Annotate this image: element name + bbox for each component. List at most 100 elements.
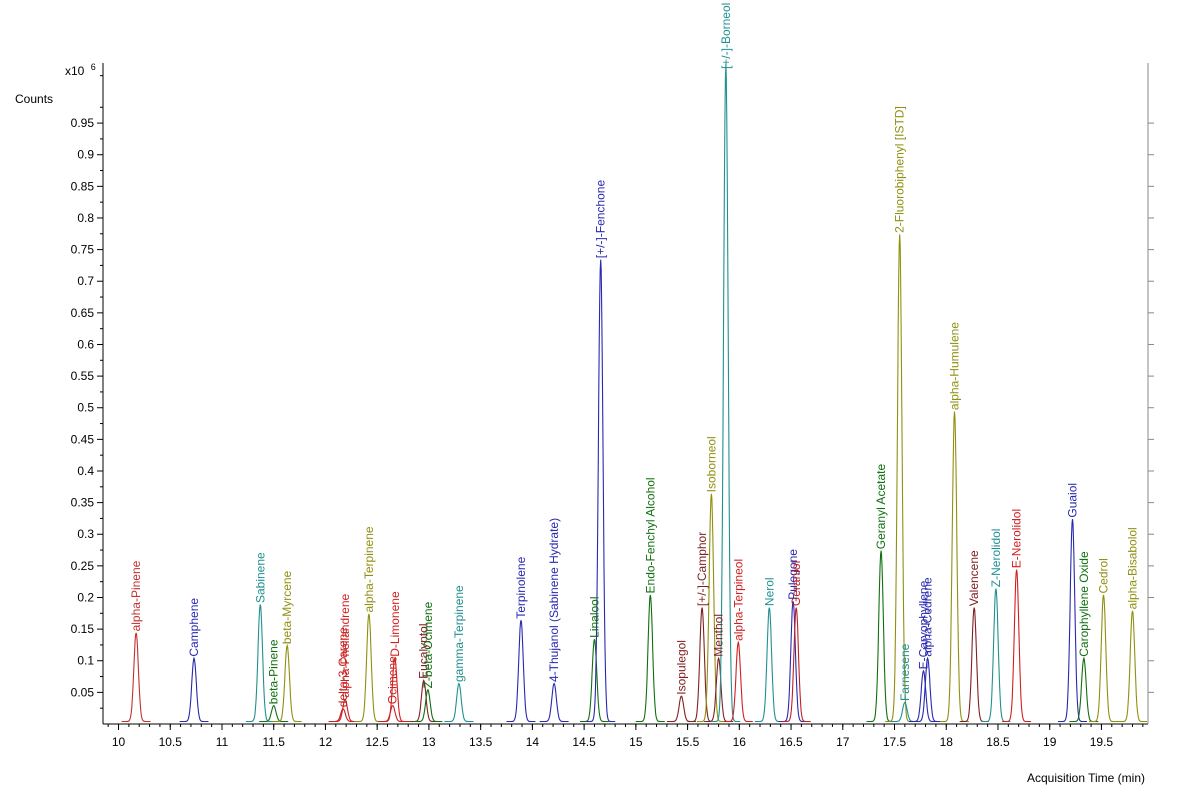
peak-trace (380, 656, 410, 723)
peak-label: [+/-]-Fenchone (594, 180, 608, 259)
y-multiplier-base: x10 (65, 64, 85, 78)
peak-trace (272, 643, 302, 723)
peak-trace (1002, 569, 1032, 723)
x-tick-label: 18.5 (986, 735, 1010, 749)
peak-label: Isoborneol (704, 436, 718, 492)
peak-trace (909, 669, 938, 723)
peak-label: Ocimene (386, 656, 400, 704)
chart-axes: 0.05 0.1 0.15 0.2 0.25 0.3 0.35 0.4 0.45 0.5 0.55 0… (71, 63, 1154, 749)
peak-trace (913, 656, 943, 723)
y-tick-label: 0.5 (77, 401, 94, 415)
peak-trace (781, 607, 811, 723)
x-tick-label: 19 (1043, 735, 1057, 749)
x-tick-label: 12 (319, 735, 333, 749)
peak-label: gamma-Terpinene (452, 585, 466, 682)
y-multiplier-exponent: 6 (91, 62, 96, 72)
peak-trace (354, 613, 384, 723)
peak-trace (179, 656, 209, 723)
y-tick-label: 0.35 (71, 496, 95, 510)
peak-label: Camphene (187, 598, 201, 657)
y-tick-label: 0.05 (71, 685, 95, 699)
peak-trace (580, 639, 609, 723)
x-tick-label: 19.5 (1090, 735, 1114, 749)
peak-label: Isopulegol (674, 640, 688, 695)
x-axis-label: Acquisition Time (min) (1027, 771, 1145, 785)
peak-label: alpha-Terpineol (731, 559, 745, 641)
x-tick-label: 13.5 (469, 735, 493, 749)
peak-label: Endo-Fenchyl Alcohol (643, 477, 657, 593)
peak-trace (378, 705, 408, 723)
peak-trace (413, 688, 443, 723)
y-tick-label: 0.65 (71, 306, 95, 320)
y-tick-label: 0.9 (77, 148, 94, 162)
x-tick-label: 11 (216, 735, 229, 749)
x-tick-label: 13 (422, 735, 436, 749)
x-tick-label: 14 (526, 735, 540, 749)
y-tick-label: 0.8 (77, 211, 94, 225)
peak-trace (723, 640, 753, 723)
x-tick-label: 18 (940, 735, 954, 749)
y-tick-label: 0.85 (71, 179, 95, 193)
peak-trace (444, 682, 474, 723)
y-axis-label: Counts (15, 92, 53, 106)
peak-trace (539, 682, 569, 723)
peak-trace (121, 632, 151, 723)
y-tick-label: 0.2 (77, 590, 94, 604)
peak-trace (981, 588, 1011, 723)
y-tick-label: 0.25 (71, 559, 95, 573)
y-tick-label: 0.75 (71, 243, 95, 257)
x-tick-label: 15 (629, 735, 643, 749)
peak-label: alpha-Phellandrene (338, 593, 352, 697)
y-tick-label: 0.1 (77, 654, 94, 668)
peak-label: Geranyl Acetate (874, 464, 888, 550)
peak-trace (940, 411, 969, 723)
peak-label: 4-Thujanol (Sabinene Hydrate) (547, 518, 561, 682)
peak-label: Linalool (587, 596, 601, 637)
peak-trace (506, 620, 536, 723)
peak-label: 2-Fluorobiphenyl [ISTD] (893, 106, 907, 233)
peak-trace (245, 604, 275, 723)
peak-trace (586, 259, 616, 723)
y-tick-label: 0.95 (71, 116, 95, 130)
y-tick-label: 0.4 (77, 464, 94, 478)
y-tick-label: 0.15 (71, 622, 95, 636)
peak-label: Z-Nerolidol (989, 529, 1003, 588)
peak-label: beta-Pinene (267, 639, 281, 704)
peak-label: Geraniol (789, 561, 803, 606)
peak-trace (696, 493, 726, 723)
peak-trace (635, 594, 665, 723)
x-tick-label: 12.5 (366, 735, 390, 749)
peak-label: Cedrol (1096, 558, 1110, 593)
peak-label: alpha-Humulene (947, 322, 961, 410)
peak-label: Nerol (762, 577, 776, 606)
peak-label: [+/-]-Borneol (719, 3, 733, 69)
x-tick-label: 17 (836, 735, 850, 749)
y-tick-label: 0.55 (71, 369, 95, 383)
peak-labels: alpha-Pinene Camphene Sabinene beta-Pineneb… (129, 3, 1139, 708)
peak-label: Z-beta-Ocimene (421, 601, 435, 688)
peak-label: E-Nerolidol (1010, 509, 1024, 568)
peak-trace (1118, 610, 1147, 723)
x-tick-label: 14.5 (572, 735, 596, 749)
peak-label: Terpinolene (514, 556, 528, 618)
x-tick-label: 10 (112, 735, 126, 749)
chromatogram-traces (121, 63, 1147, 723)
peak-trace (754, 607, 784, 723)
x-tick-label: 16.5 (779, 735, 803, 749)
peak-label: Sabinene (253, 552, 267, 603)
peak-label: Menthol (712, 614, 726, 657)
peak-label: alpha-Bisabolol (1126, 527, 1140, 609)
peak-trace (704, 656, 734, 723)
peak-label: alpha-Cedrene (921, 577, 935, 657)
peak-label: alpha-Pinene (129, 560, 143, 631)
y-tick-label: 0.45 (71, 432, 95, 446)
x-tick-label: 11.5 (262, 735, 285, 749)
peak-label: alpha-Terpinene (362, 526, 376, 612)
y-tick-label: 0.3 (77, 527, 94, 541)
peak-trace (328, 708, 358, 723)
x-tick-label: 15.5 (676, 735, 700, 749)
peak-label: Guaiol (1065, 483, 1079, 518)
peak-trace (666, 695, 696, 723)
y-axis-multiplier: x10 6 (65, 62, 96, 78)
